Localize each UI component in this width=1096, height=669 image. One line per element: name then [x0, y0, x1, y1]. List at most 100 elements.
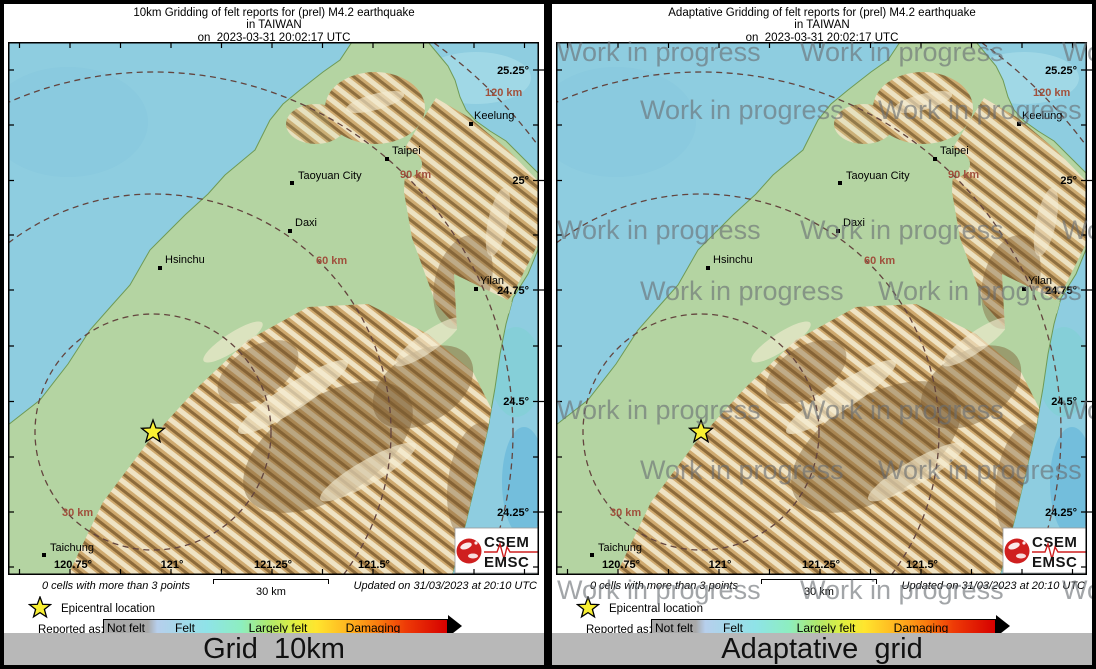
colorbar-label-damaging: Damaging [893, 621, 949, 635]
city-marker-taipei [933, 157, 937, 161]
colorbar-arrow-icon [996, 615, 1010, 637]
ring-30km [582, 313, 820, 551]
lon-label-121: 121° [709, 559, 732, 571]
east-deep-water [1050, 427, 1087, 537]
city-marker-hsinchu [158, 266, 162, 270]
map-area: 30 km 60 km 90 km 120 km Keelung Taipei [8, 42, 544, 575]
title-line-1: Adaptative Gridding of felt reports for … [668, 7, 976, 19]
distance-rings [8, 42, 539, 575]
panel-title: Adaptative Gridding of felt reports for … [552, 7, 1092, 44]
epicenter-legend-label: Epicentral location [61, 603, 155, 615]
city-marker-taichung [590, 553, 594, 557]
scale-bracket [213, 579, 329, 584]
map-border-ticks [556, 42, 1087, 575]
colorbar-label-felt: Felt [722, 621, 744, 635]
lat-label-24-25: 24.25° [1045, 507, 1077, 519]
colorbar-label-largely-felt: Largely felt [796, 621, 856, 635]
ring-90km [8, 71, 514, 575]
lat-label-24-25: 24.25° [497, 507, 529, 519]
yilan-plain [454, 274, 516, 348]
epicenter-legend-star-icon [576, 596, 600, 619]
east-shallow-water [490, 327, 539, 417]
taiwan-relief-map: 30 km 60 km 90 km 120 km Keelung Taipei [8, 42, 544, 575]
city-marker-yilan [1022, 287, 1026, 291]
taipei-basin [370, 148, 422, 180]
logo-globe-icon [1004, 538, 1030, 564]
logo-text-emsc: EMSC [484, 554, 529, 571]
updated-note: Updated on 31/03/2023 at 20:10 UTC [353, 580, 537, 592]
csem-emsc-logo: CSEM EMSC [454, 527, 539, 574]
epicenter-legend-label: Epicentral location [609, 603, 703, 615]
distance-rings [556, 42, 1087, 575]
panel-title: 10km Gridding of felt reports for (prel)… [4, 7, 544, 44]
city-label-taichung: Taichung [598, 542, 642, 554]
intensity-colorbar: Not felt Felt Largely felt Damaging [651, 619, 996, 635]
ring-label-60km: 60 km [864, 255, 895, 267]
updated-note: Updated on 31/03/2023 at 20:10 UTC [901, 580, 1085, 592]
lat-label-25-25: 25.25° [1045, 65, 1077, 77]
map-and-legend: 30 km 60 km 90 km 120 km Keelung Taipei [552, 4, 1092, 665]
ring-label-120km: 120 km [485, 87, 523, 99]
lat-label-24-75: 24.75° [497, 285, 529, 297]
logo-text-emsc: EMSC [1032, 554, 1077, 571]
city-label-taichung: Taichung [50, 542, 94, 554]
lon-label-121: 121° [161, 559, 184, 571]
lat-label-24-5: 24.5° [1051, 396, 1077, 408]
city-labels: Keelung Taipei Taoyuan City Daxi Hsinchu… [42, 110, 514, 557]
epicenter-legend-star-icon [28, 596, 52, 619]
map-border-ticks [8, 42, 539, 575]
east-shallow-water [1038, 327, 1087, 417]
map-border [556, 42, 1087, 575]
ring-60km [556, 193, 940, 575]
logo-text-csem: CSEM [484, 534, 529, 551]
title-line-1: 10km Gridding of felt reports for (prel)… [133, 7, 415, 19]
city-label-keelung: Keelung [474, 110, 514, 122]
logo-globe-icon [456, 538, 482, 564]
epicenter-star-icon [687, 418, 715, 444]
latitude-outer-ticks [1087, 69, 1092, 513]
scale-label: 30 km [256, 586, 286, 598]
city-label-daxi: Daxi [843, 217, 865, 229]
lon-label-120-75: 120.75° [54, 559, 92, 571]
cells-note: 0 cells with more than 3 points [590, 580, 738, 592]
city-label-taipei: Taipei [940, 145, 969, 157]
city-marker-daxi [836, 229, 840, 233]
logo-seismogram-icon [1032, 541, 1086, 562]
lon-label-120-75: 120.75° [602, 559, 640, 571]
city-marker-daxi [288, 229, 292, 233]
ring-labels: 30 km 60 km 90 km 120 km [62, 87, 523, 519]
colorbar-label-damaging: Damaging [345, 621, 401, 635]
colorbar-label-not-felt: Not felt [654, 621, 694, 635]
lat-label-25: 25° [512, 175, 529, 187]
ring-labels: 30 km 60 km 90 km 120 km [610, 87, 1071, 519]
city-label-taipei: Taipei [392, 145, 421, 157]
title-line-3: on 2023-03-31 20:02:17 UTC [197, 31, 351, 44]
ring-30km [34, 313, 272, 551]
map-area: 30 km 60 km 90 km 120 km Keelung Taipei [556, 42, 1092, 575]
title-line-3: on 2023-03-31 20:02:17 UTC [745, 31, 899, 44]
title-line-2: in TAIWAN [794, 19, 850, 32]
map-border [8, 42, 539, 575]
city-label-taoyuan: Taoyuan City [298, 170, 362, 182]
lat-label-24-5: 24.5° [503, 396, 529, 408]
city-label-taoyuan: Taoyuan City [846, 170, 910, 182]
panel-grid-10km: 10km Gridding of felt reports for (prel)… [4, 4, 544, 665]
sea-shade [556, 67, 696, 177]
mountain-relief [68, 72, 539, 575]
logo-text-csem: CSEM [1032, 534, 1077, 551]
city-label-yilan: Yilan [480, 275, 504, 287]
ring-label-30km: 30 km [62, 507, 93, 519]
city-label-hsinchu: Hsinchu [713, 254, 753, 266]
ring-label-90km: 90 km [948, 169, 979, 181]
sea-shade [8, 67, 148, 177]
lon-label-121-25: 121.25° [254, 559, 292, 571]
cells-note: 0 cells with more than 3 points [42, 580, 190, 592]
city-marker-taipei [385, 157, 389, 161]
logo-seismogram-icon [484, 541, 538, 562]
city-label-keelung: Keelung [1022, 110, 1062, 122]
ring-label-120km: 120 km [1033, 87, 1071, 99]
lat-label-25-25: 25.25° [497, 65, 529, 77]
east-deep-water [502, 427, 539, 537]
yilan-plain [1002, 274, 1064, 348]
city-marker-hsinchu [706, 266, 710, 270]
